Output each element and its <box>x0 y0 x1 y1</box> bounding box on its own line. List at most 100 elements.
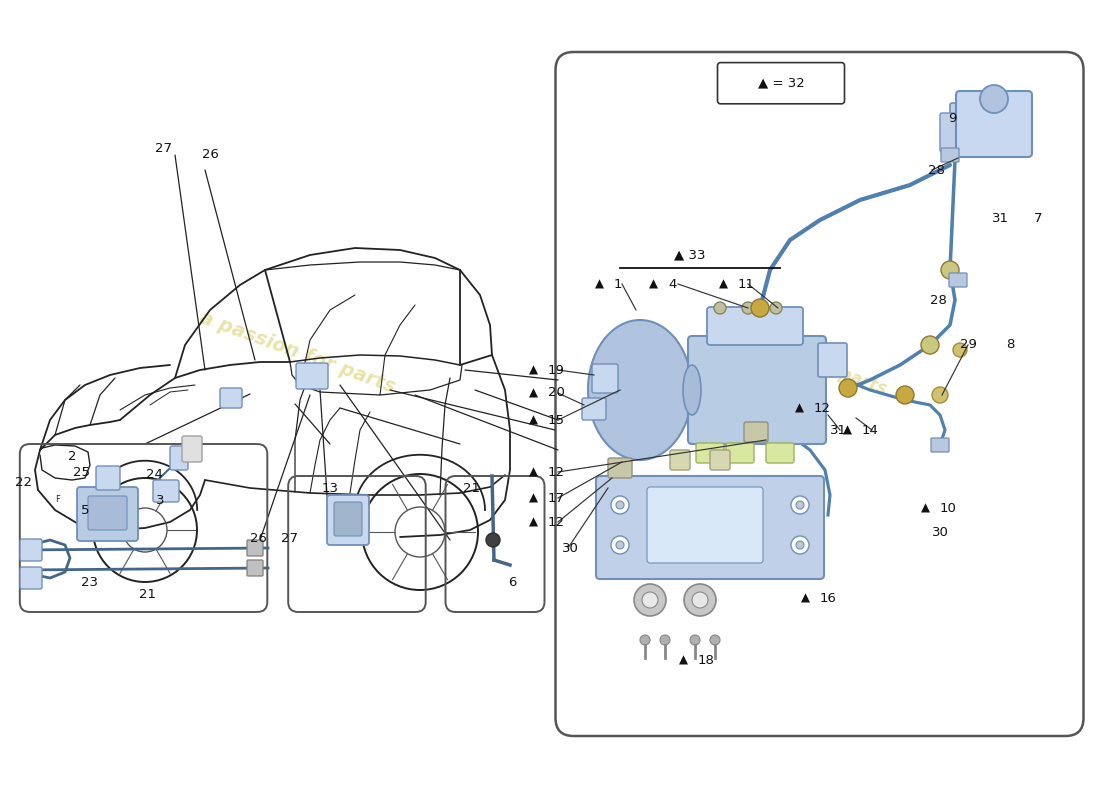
Text: 7: 7 <box>1034 211 1043 225</box>
FancyBboxPatch shape <box>88 496 126 530</box>
Ellipse shape <box>588 320 692 460</box>
FancyBboxPatch shape <box>153 480 179 502</box>
Circle shape <box>839 379 857 397</box>
Circle shape <box>610 496 629 514</box>
Circle shape <box>953 343 967 357</box>
FancyBboxPatch shape <box>77 487 138 541</box>
FancyBboxPatch shape <box>940 113 956 152</box>
Circle shape <box>980 85 1008 113</box>
Polygon shape <box>40 445 90 480</box>
Text: 30: 30 <box>932 526 948 538</box>
Text: 5: 5 <box>80 503 89 517</box>
FancyBboxPatch shape <box>744 422 768 442</box>
Text: ▲: ▲ <box>529 386 538 399</box>
Text: 17: 17 <box>548 491 565 505</box>
Text: 11: 11 <box>738 278 755 290</box>
Circle shape <box>896 386 914 404</box>
Text: a passion for parts: a passion for parts <box>717 322 889 398</box>
Text: 10: 10 <box>940 502 957 514</box>
Circle shape <box>710 635 720 645</box>
FancyBboxPatch shape <box>717 62 845 104</box>
Text: ▲: ▲ <box>529 491 538 505</box>
Circle shape <box>742 302 754 314</box>
FancyBboxPatch shape <box>96 466 120 490</box>
FancyBboxPatch shape <box>707 307 803 345</box>
Text: 2: 2 <box>68 450 76 463</box>
Text: 15: 15 <box>548 414 565 426</box>
Text: ▲: ▲ <box>649 278 658 290</box>
Text: 30: 30 <box>562 542 579 554</box>
Text: ▲: ▲ <box>595 278 604 290</box>
Text: 23: 23 <box>81 575 99 589</box>
Text: ▲: ▲ <box>529 414 538 426</box>
Text: 3: 3 <box>156 494 164 506</box>
FancyBboxPatch shape <box>248 540 263 556</box>
Circle shape <box>770 302 782 314</box>
Text: 20: 20 <box>548 386 565 399</box>
Text: 18: 18 <box>698 654 715 666</box>
FancyBboxPatch shape <box>596 476 824 579</box>
Text: ▲: ▲ <box>795 402 804 414</box>
Text: ▲: ▲ <box>679 654 688 666</box>
Circle shape <box>796 501 804 509</box>
Circle shape <box>640 635 650 645</box>
Text: 12: 12 <box>814 402 830 414</box>
Circle shape <box>684 584 716 616</box>
Text: 31: 31 <box>991 211 1009 225</box>
Circle shape <box>796 541 804 549</box>
Text: 26: 26 <box>250 531 266 545</box>
Text: 25: 25 <box>74 466 90 478</box>
FancyBboxPatch shape <box>688 336 826 444</box>
Text: ▲ = 32: ▲ = 32 <box>758 77 804 90</box>
Circle shape <box>932 387 948 403</box>
FancyBboxPatch shape <box>296 363 328 389</box>
Circle shape <box>616 501 624 509</box>
FancyBboxPatch shape <box>949 273 967 287</box>
FancyBboxPatch shape <box>950 103 968 157</box>
Text: a passion for parts: a passion for parts <box>197 308 397 396</box>
FancyBboxPatch shape <box>931 438 949 452</box>
Text: 26: 26 <box>201 149 219 162</box>
Text: 29: 29 <box>959 338 977 351</box>
Text: ▲: ▲ <box>801 591 810 605</box>
Text: 8: 8 <box>1005 338 1014 351</box>
FancyBboxPatch shape <box>20 539 42 561</box>
Text: 13: 13 <box>321 482 339 494</box>
Circle shape <box>692 592 708 608</box>
Text: ▲: ▲ <box>529 363 538 377</box>
Ellipse shape <box>683 365 701 415</box>
FancyBboxPatch shape <box>170 446 188 470</box>
Text: 22: 22 <box>15 475 33 489</box>
Text: F: F <box>56 495 60 505</box>
FancyBboxPatch shape <box>608 458 632 478</box>
Circle shape <box>634 584 665 616</box>
Text: ▲: ▲ <box>921 502 929 514</box>
FancyBboxPatch shape <box>710 450 730 470</box>
FancyBboxPatch shape <box>696 443 724 463</box>
Text: 24: 24 <box>145 467 163 481</box>
FancyBboxPatch shape <box>670 450 690 470</box>
FancyBboxPatch shape <box>818 343 847 377</box>
FancyBboxPatch shape <box>220 388 242 408</box>
Circle shape <box>921 336 939 354</box>
Circle shape <box>642 592 658 608</box>
Text: ▲: ▲ <box>529 466 538 478</box>
FancyBboxPatch shape <box>582 398 606 420</box>
Circle shape <box>486 533 500 547</box>
Text: 4: 4 <box>668 278 676 290</box>
Circle shape <box>714 302 726 314</box>
Text: ▲: ▲ <box>843 423 852 437</box>
Text: 21: 21 <box>140 589 156 602</box>
FancyBboxPatch shape <box>248 560 263 576</box>
Text: 31: 31 <box>829 423 847 437</box>
Text: ▲: ▲ <box>529 515 538 529</box>
Text: 27: 27 <box>282 531 298 545</box>
Text: 12: 12 <box>548 466 565 478</box>
Circle shape <box>660 635 670 645</box>
Circle shape <box>616 541 624 549</box>
Text: 16: 16 <box>820 591 837 605</box>
FancyBboxPatch shape <box>327 495 368 545</box>
Circle shape <box>690 635 700 645</box>
Text: 27: 27 <box>154 142 172 154</box>
Text: 28: 28 <box>930 294 946 306</box>
